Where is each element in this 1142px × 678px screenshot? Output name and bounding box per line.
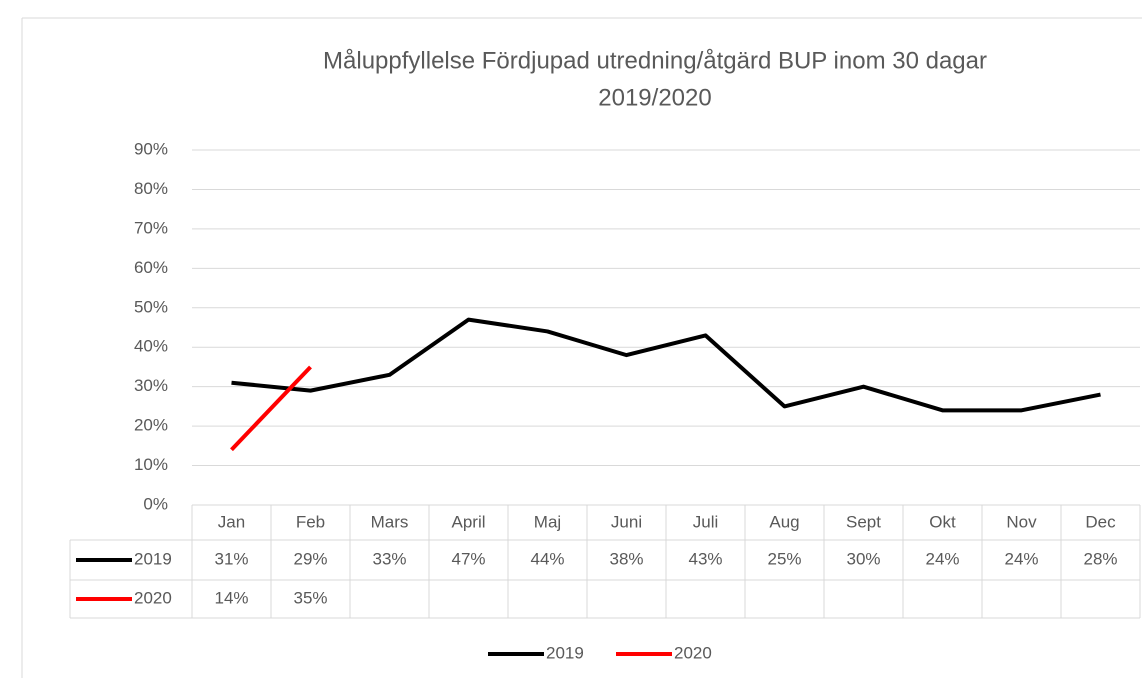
table-series-name: 2020 [134, 588, 172, 607]
table-value: 47% [451, 549, 485, 568]
x-tick-label: Nov [1006, 512, 1037, 531]
x-tick-label: Maj [534, 512, 561, 531]
table-value: 35% [293, 588, 327, 607]
table-value: 38% [609, 549, 643, 568]
series-line [230, 365, 312, 452]
series-line [231, 317, 1101, 413]
x-tick-label: Mars [371, 512, 409, 531]
x-tick-label: Juli [693, 512, 719, 531]
table-value: 43% [688, 549, 722, 568]
table-value: 30% [846, 549, 880, 568]
x-tick-label: Dec [1085, 512, 1116, 531]
y-tick-label: 60% [134, 258, 168, 277]
y-tick-label: 20% [134, 416, 168, 435]
y-tick-label: 30% [134, 376, 168, 395]
table-value: 31% [214, 549, 248, 568]
y-tick-label: 0% [143, 494, 168, 513]
y-tick-label: 40% [134, 337, 168, 356]
table-value: 24% [925, 549, 959, 568]
y-tick-label: 90% [134, 139, 168, 158]
table-value: 28% [1083, 549, 1117, 568]
legend-label: 2020 [674, 643, 712, 662]
x-tick-label: Sept [846, 512, 881, 531]
y-tick-label: 10% [134, 455, 168, 474]
table-value: 44% [530, 549, 564, 568]
legend-label: 2019 [546, 643, 584, 662]
chart-title: 2019/2020 [598, 84, 711, 111]
chart-title: Måluppfyllelse Fördjupad utredning/åtgär… [323, 47, 987, 74]
table-value: 14% [214, 588, 248, 607]
table-value: 24% [1004, 549, 1038, 568]
table-value: 25% [767, 549, 801, 568]
x-tick-label: Feb [296, 512, 325, 531]
table-series-name: 2019 [134, 549, 172, 568]
table-value: 33% [372, 549, 406, 568]
x-tick-label: Jan [218, 512, 245, 531]
table-value: 29% [293, 549, 327, 568]
y-tick-label: 50% [134, 297, 168, 316]
x-tick-label: Juni [611, 512, 642, 531]
x-tick-label: Aug [769, 512, 799, 531]
y-tick-label: 80% [134, 179, 168, 198]
x-tick-label: Okt [929, 512, 956, 531]
x-tick-label: April [451, 512, 485, 531]
y-tick-label: 70% [134, 218, 168, 237]
